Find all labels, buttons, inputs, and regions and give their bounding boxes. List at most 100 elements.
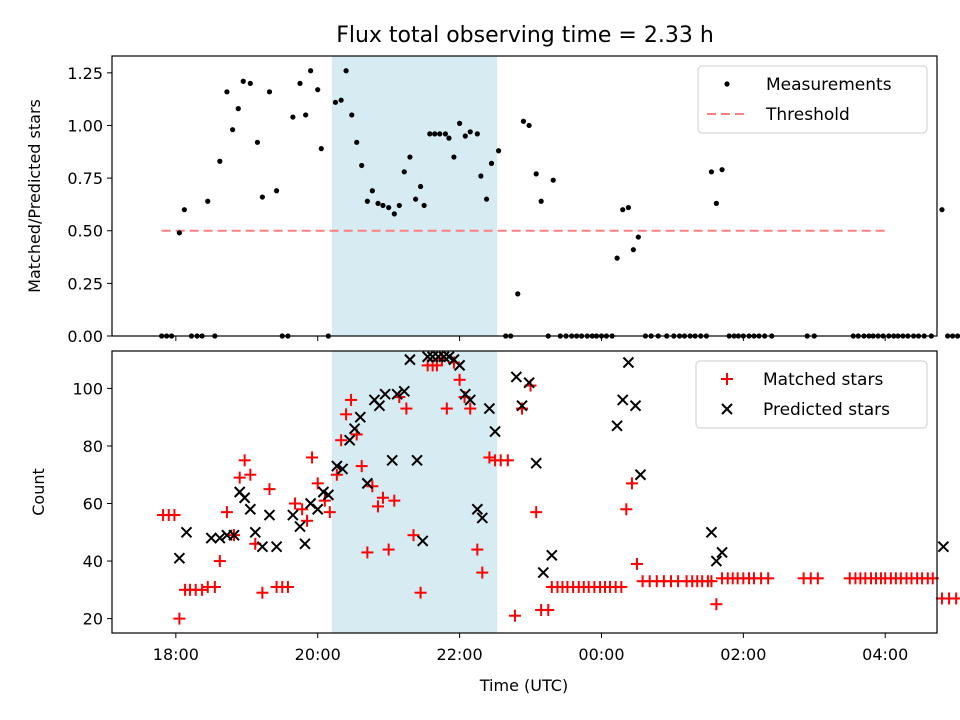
measurement-point bbox=[308, 68, 314, 74]
matched-star-point bbox=[213, 555, 226, 568]
top-ytick-label: 0.50 bbox=[67, 222, 103, 241]
measurement-point bbox=[396, 202, 402, 209]
measurement-point bbox=[247, 80, 253, 86]
matched-star-point bbox=[256, 586, 269, 599]
bottom-legend: Matched stars Predicted stars bbox=[695, 360, 928, 429]
predicted-star-stroke-b bbox=[489, 425, 501, 438]
predicted-star-stroke-b bbox=[348, 422, 361, 435]
predicted-star-stroke-b bbox=[331, 460, 343, 472]
measurement-point bbox=[421, 202, 427, 209]
measurement-point bbox=[432, 131, 438, 137]
legend-measurements-marker bbox=[724, 81, 730, 87]
predicted-star-stroke-b bbox=[244, 503, 257, 515]
measurement-point bbox=[413, 196, 419, 202]
predicted-star-point bbox=[516, 399, 528, 412]
predicted-star-stroke-b bbox=[471, 503, 484, 515]
measurement-point bbox=[488, 160, 495, 166]
predicted-star-point bbox=[343, 434, 356, 446]
predicted-star-point bbox=[287, 509, 299, 521]
matched-star-point bbox=[301, 514, 314, 527]
predicted-star-stroke-b bbox=[546, 549, 558, 562]
bottom-plot-frame bbox=[111, 350, 938, 634]
measurement-point bbox=[630, 247, 636, 253]
bottom-ytick-label: 60 bbox=[83, 495, 103, 514]
measurement-point bbox=[451, 154, 457, 160]
predicted-star-stroke-b bbox=[622, 356, 635, 369]
matched-star-point bbox=[323, 506, 336, 519]
predicted-star-stroke-b bbox=[510, 371, 523, 383]
measurement-point bbox=[343, 68, 349, 74]
predicted-star-stroke-b bbox=[238, 492, 251, 504]
legend-predicted-label: Predicted stars bbox=[763, 400, 890, 420]
predicted-star-point bbox=[453, 359, 466, 372]
predicted-star-point bbox=[294, 520, 306, 533]
predicted-star-point bbox=[270, 540, 283, 553]
matched-star-point bbox=[710, 598, 723, 611]
matched-star-point bbox=[407, 529, 420, 542]
measurement-point bbox=[625, 204, 632, 211]
bottom-ytick-group: 20 40 60 80 100 bbox=[72, 379, 112, 629]
predicted-star-stroke-b bbox=[416, 535, 429, 547]
measurement-point bbox=[224, 89, 230, 95]
measurement-point bbox=[332, 99, 339, 105]
predicted-star-stroke-b bbox=[173, 552, 186, 564]
measurement-point bbox=[259, 194, 265, 200]
predicted-star-point bbox=[622, 356, 635, 369]
predicted-star-stroke-b bbox=[937, 540, 950, 553]
predicted-star-point bbox=[510, 371, 523, 383]
measurement-point bbox=[483, 196, 490, 202]
predicted-star-point bbox=[530, 457, 542, 469]
top-plot-frame bbox=[111, 55, 938, 337]
predicted-star-stroke-b bbox=[453, 359, 466, 372]
matched-star-point bbox=[414, 586, 427, 599]
bottom-xtick-label: 18:00 bbox=[153, 645, 199, 664]
measurement-point bbox=[266, 89, 273, 95]
matched-star-point bbox=[471, 543, 484, 556]
predicted-star-stroke-b bbox=[336, 463, 349, 475]
predicted-star-stroke-b bbox=[404, 353, 416, 366]
top-legend: Measurements Threshold bbox=[697, 65, 928, 134]
bottom-xtick-label: 00:00 bbox=[578, 645, 624, 664]
predicted-star-stroke-b bbox=[361, 477, 374, 490]
measurement-point bbox=[462, 133, 468, 139]
measurement-point bbox=[427, 131, 433, 137]
predicted-star-stroke-b bbox=[180, 526, 193, 538]
matched-star-point bbox=[372, 500, 385, 513]
predicted-star-point bbox=[489, 425, 501, 438]
predicted-star-stroke-b bbox=[299, 538, 311, 550]
predicted-star-stroke-b bbox=[716, 546, 728, 559]
predicted-star-point bbox=[379, 388, 391, 400]
predicted-star-point bbox=[421, 351, 434, 363]
matched-star-point bbox=[530, 506, 543, 519]
matched-star-point bbox=[625, 477, 638, 490]
measurement-point bbox=[315, 87, 321, 93]
predicted-star-point bbox=[391, 388, 403, 400]
matched-star-point bbox=[382, 543, 395, 556]
matched-star-point bbox=[289, 497, 302, 510]
predicted-star-point bbox=[629, 399, 642, 412]
measurement-point bbox=[442, 131, 449, 137]
top-ytick-label: 1.00 bbox=[67, 116, 103, 135]
predicted-star-point bbox=[438, 351, 450, 363]
predicted-star-point bbox=[299, 538, 311, 550]
matched-star-point bbox=[400, 402, 413, 415]
matched-star-point bbox=[238, 454, 251, 467]
predicted-star-stroke-b bbox=[263, 509, 276, 521]
predicted-star-stroke-b bbox=[354, 411, 366, 423]
matched-star-point bbox=[501, 454, 514, 467]
bottom-xtick-label: 02:00 bbox=[720, 645, 766, 664]
predicted-star-stroke-b bbox=[312, 503, 324, 515]
predicted-star-stroke-b bbox=[611, 420, 623, 432]
predicted-star-stroke-b bbox=[411, 454, 423, 467]
measurement-point bbox=[290, 114, 296, 120]
predicted-star-point bbox=[205, 532, 218, 544]
bottom-xtick-label: 04:00 bbox=[862, 645, 908, 664]
matched-star-point bbox=[361, 546, 374, 559]
top-ytick-label: 1.25 bbox=[67, 64, 103, 83]
legend-predicted-marker bbox=[721, 403, 733, 415]
matched-star-point bbox=[244, 468, 257, 481]
measurement-point bbox=[446, 135, 452, 141]
predicted-star-point bbox=[398, 385, 410, 397]
predicted-star-point bbox=[312, 503, 324, 515]
predicted-star-point bbox=[523, 376, 535, 389]
